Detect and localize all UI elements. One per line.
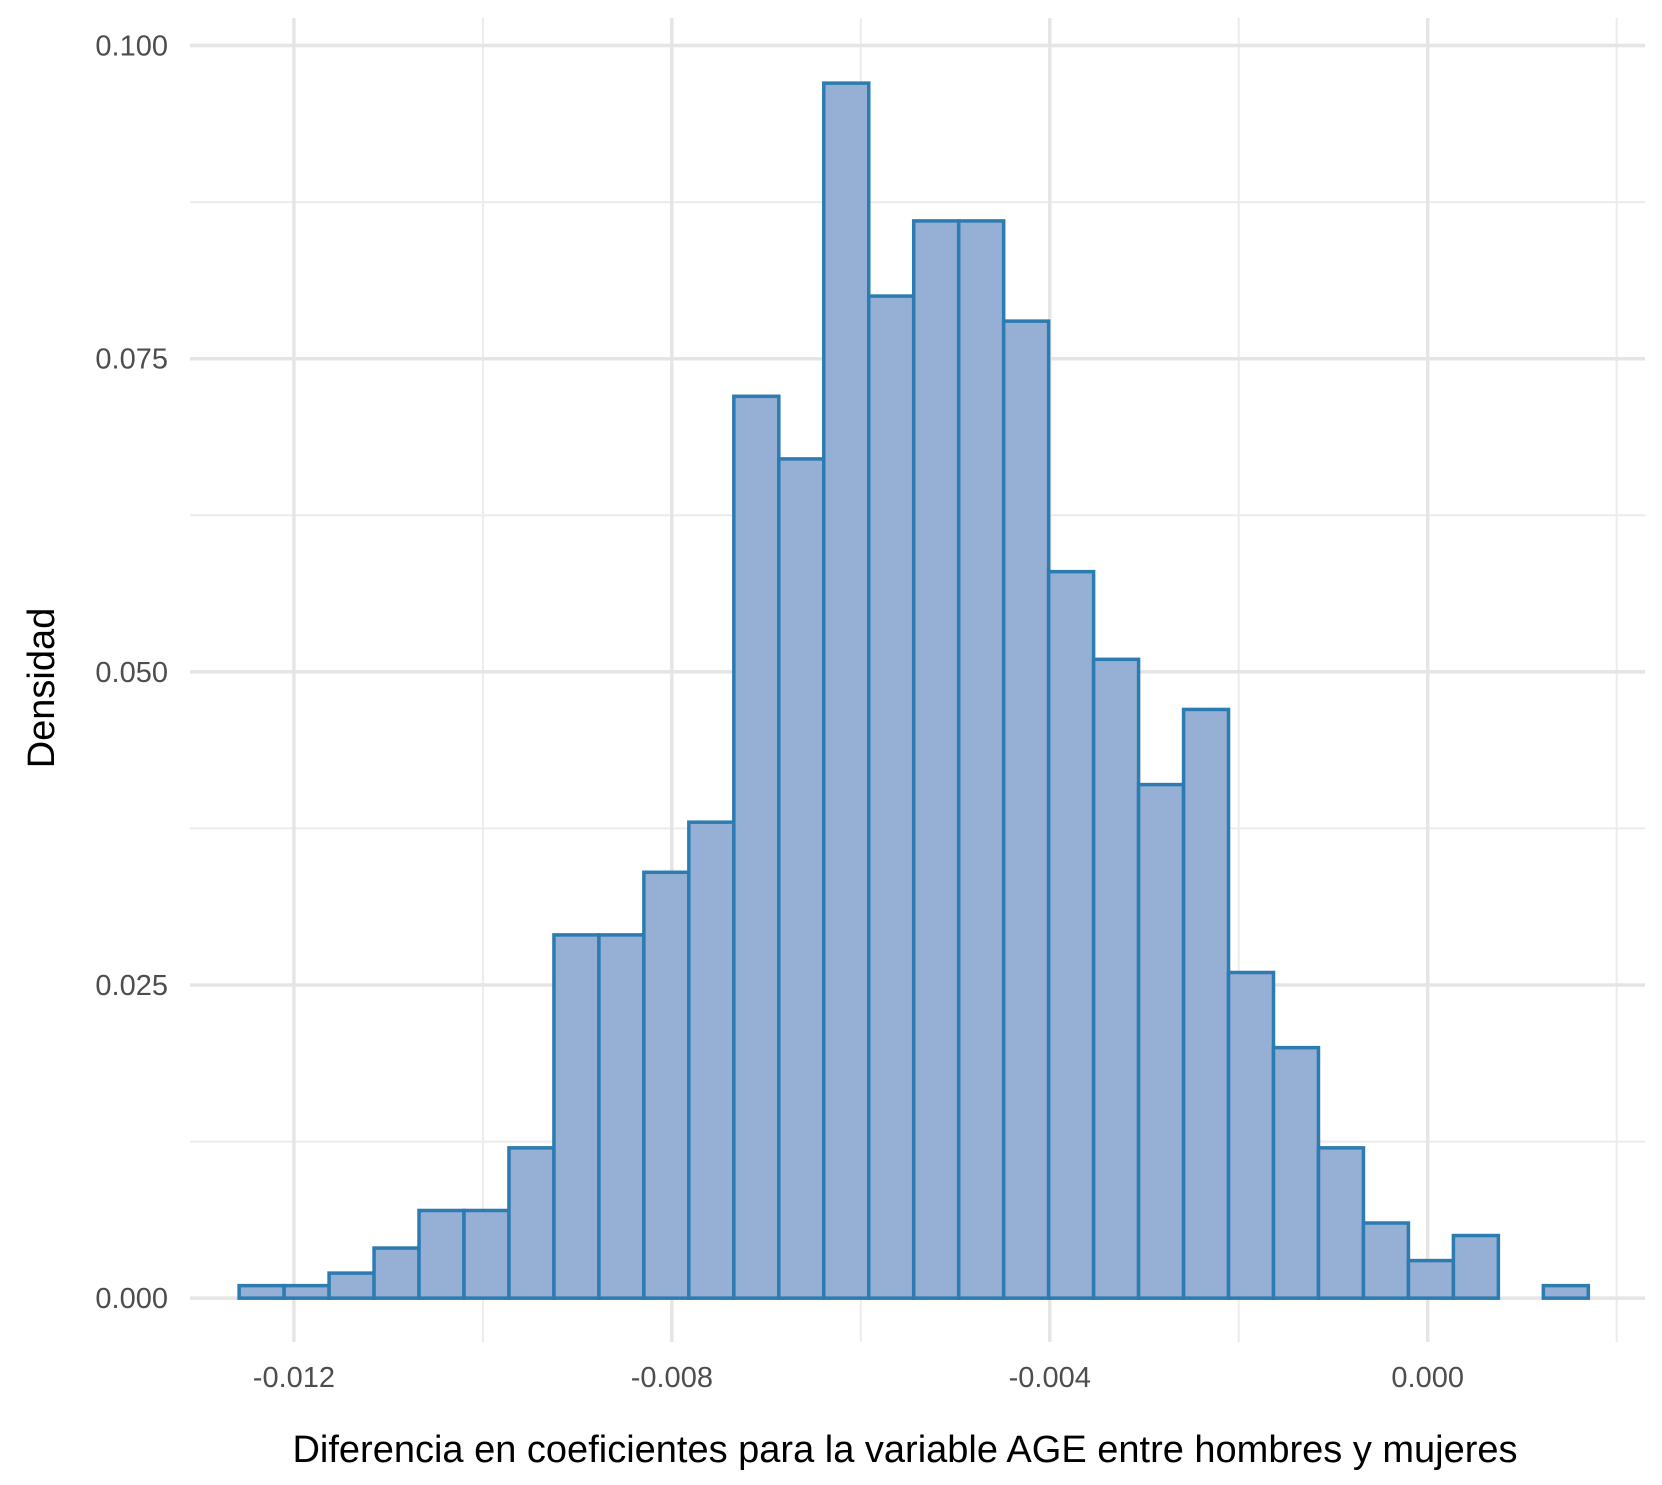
- y-tick-label: 0.025: [95, 970, 168, 1002]
- histogram-bar: [732, 394, 781, 1300]
- histogram-bar: [1361, 1221, 1411, 1300]
- histogram-bars: [237, 81, 1591, 1300]
- histogram-bar: [1316, 1146, 1366, 1300]
- histogram-bar: [1271, 1045, 1321, 1300]
- histogram-bar: [1136, 782, 1186, 1300]
- histogram-bar: [1226, 970, 1276, 1300]
- histogram-bar: [282, 1283, 331, 1300]
- x-tick-label: -0.008: [631, 1362, 713, 1394]
- histogram-bar: [462, 1208, 511, 1300]
- x-axis-tick-labels: -0.012 -0.008 -0.004 0.000: [253, 1362, 1464, 1394]
- histogram-bar: [237, 1283, 286, 1300]
- y-tick-label: 0.075: [95, 344, 168, 376]
- x-tick-label: -0.004: [1009, 1362, 1091, 1394]
- histogram-bar: [1091, 657, 1141, 1300]
- y-tick-label: 0.050: [95, 657, 168, 689]
- histogram-bar: [1181, 707, 1231, 1300]
- y-tick-label: 0.100: [95, 31, 168, 63]
- histogram-bar: [1001, 319, 1051, 1300]
- histogram-bar: [1451, 1233, 1501, 1300]
- y-axis-title: Densidad: [21, 608, 63, 769]
- histogram-bar: [507, 1146, 556, 1300]
- histogram-bar: [1406, 1258, 1456, 1300]
- histogram-bar: [642, 870, 691, 1300]
- y-tick-label: 0.000: [95, 1283, 168, 1315]
- histogram-bar: [687, 820, 736, 1300]
- histogram-bar: [597, 933, 646, 1300]
- histogram-bar: [822, 81, 871, 1300]
- histogram-bar: [1541, 1283, 1591, 1300]
- histogram-bar: [911, 219, 961, 1300]
- histogram-bar: [1046, 569, 1096, 1300]
- histogram-bar: [552, 933, 601, 1300]
- histogram-bar: [956, 219, 1006, 1300]
- histogram-bar: [372, 1246, 421, 1300]
- x-tick-label: 0.000: [1391, 1362, 1464, 1394]
- histogram-bar: [866, 294, 916, 1300]
- histogram-bar: [327, 1271, 376, 1300]
- x-tick-label: -0.012: [253, 1362, 335, 1394]
- histogram-bar: [417, 1208, 466, 1300]
- y-axis-tick-labels: 0.000 0.025 0.050 0.075 0.100: [95, 31, 168, 1316]
- x-axis-title: Diferencia en coeficientes para la varia…: [292, 1429, 1517, 1471]
- histogram-bar: [777, 457, 826, 1300]
